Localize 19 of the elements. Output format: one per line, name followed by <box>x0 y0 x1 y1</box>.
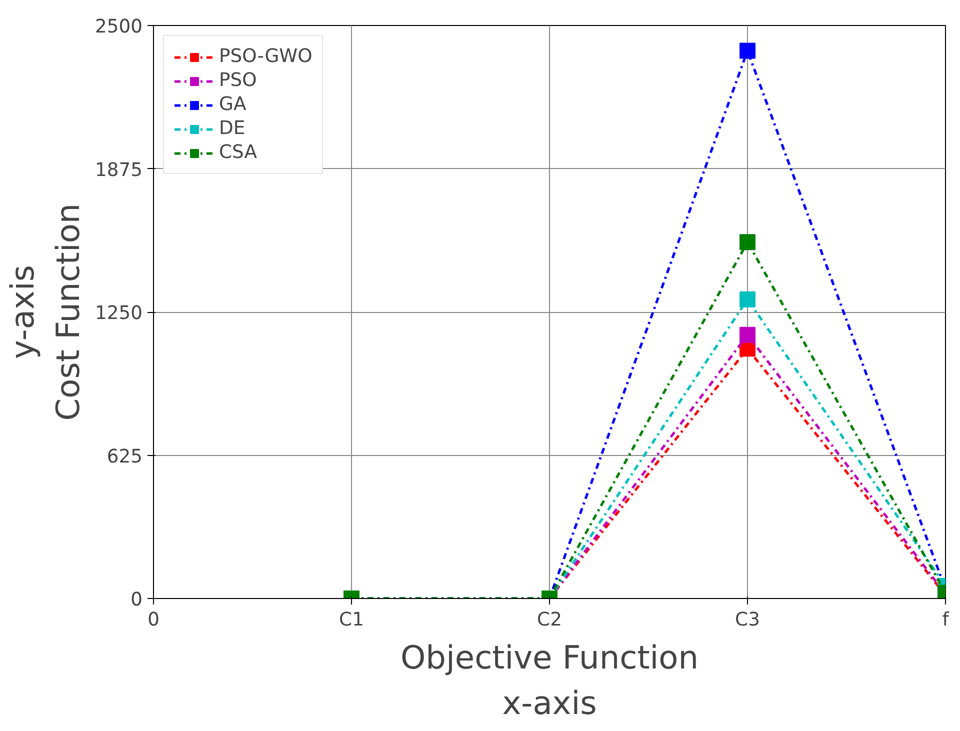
y-tick-label: 625 <box>106 446 142 468</box>
y-tick-label: 2500 <box>95 16 143 38</box>
x-tick-label: C2 <box>537 610 562 630</box>
x-tick-label: f <box>942 610 950 630</box>
y-axis-title: y-axis Cost Function <box>3 203 88 421</box>
legend-label: GA <box>219 94 246 115</box>
legend-label: PSO <box>219 70 257 91</box>
x-axis-title: Objective Function x-axis <box>400 638 699 722</box>
legend-label: DE <box>219 118 246 139</box>
legend-label: CSA <box>219 142 257 163</box>
legend-label: PSO-GWO <box>219 46 312 67</box>
point <box>740 326 756 343</box>
x-tick-label: C3 <box>735 610 760 630</box>
point <box>740 42 756 59</box>
x-tick-label: 0 <box>148 610 160 630</box>
x-tick-label: C1 <box>339 610 364 630</box>
y-tick-label: 1250 <box>95 303 143 324</box>
y-tick-label: 0 <box>130 590 143 610</box>
y-tick-label: 1875 <box>95 160 143 181</box>
